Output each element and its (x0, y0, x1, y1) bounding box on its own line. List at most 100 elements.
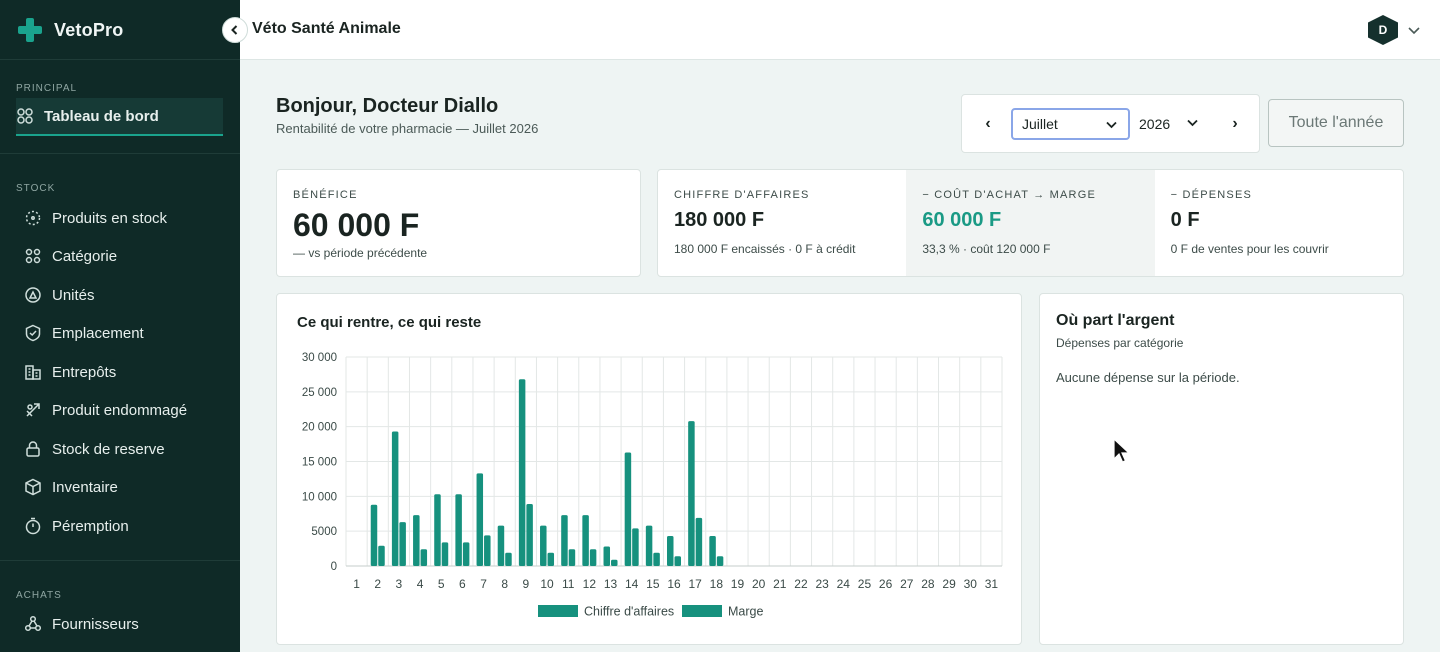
category-icon (24, 247, 42, 265)
sidebar-item-location[interactable]: Emplacement (16, 314, 223, 352)
x-tick-label: 21 (773, 577, 787, 591)
x-tick-label: 29 (942, 577, 956, 591)
x-tick-label: 15 (646, 577, 660, 591)
benefit-card: BÉNÉFICE 60 000 F — vs période précédent… (276, 169, 641, 277)
section-label-principal: PRINCIPAL (16, 83, 78, 94)
sidebar-divider (0, 560, 240, 561)
revenue-label: CHIFFRE D'AFFAIRES (674, 189, 810, 201)
sidebar-item-damaged[interactable]: Produit endommagé (16, 391, 223, 429)
x-tick-label: 23 (815, 577, 829, 591)
margin-bar (462, 542, 470, 566)
warehouse-icon (24, 363, 42, 381)
revenue-kpi: CHIFFRE D'AFFAIRES 180 000 F 180 000 F e… (658, 170, 906, 276)
units-icon (24, 286, 42, 304)
margin-bar (399, 522, 406, 566)
revenue-chart-card: Ce qui rentre, ce qui reste 0 5000 10 000 1… (276, 293, 1022, 645)
next-month-button[interactable]: › (1232, 115, 1238, 132)
full-year-button[interactable]: Toute l'année (1268, 99, 1404, 147)
section-label-stock: STOCK (16, 183, 56, 194)
revenue-bar (688, 421, 695, 566)
x-tick-label: 8 (501, 577, 508, 591)
previous-month-button[interactable]: ‹ (985, 115, 991, 132)
sidebar-item-label: Produit endommagé (52, 401, 188, 419)
spending-subtitle: Dépenses par catégorie (1056, 336, 1184, 350)
revenue-bar (370, 504, 378, 566)
suppliers-icon (24, 615, 42, 633)
y-tick-label: 15 000 (302, 457, 337, 469)
sidebar-item-label: Stock de reserve (52, 440, 165, 458)
x-tick-label: 17 (688, 577, 702, 591)
chart-title: Ce qui rentre, ce qui reste (297, 314, 482, 331)
sidebar-item-products[interactable]: Produits en stock (16, 199, 223, 237)
sidebar-item-reserve[interactable]: Stock de reserve (16, 430, 223, 468)
period-picker: ‹ Juillet 2026 › (961, 94, 1260, 153)
x-tick-label: 6 (459, 577, 466, 591)
expenses-value: 0 F (1170, 209, 1200, 231)
margin-bar (568, 549, 576, 566)
revenue-bar (540, 525, 547, 566)
timer-icon (24, 517, 42, 535)
sidebar-item-category[interactable]: Catégorie (16, 237, 223, 275)
legend-label: Chiffre d'affaires (584, 605, 674, 619)
revenue-bar (455, 494, 462, 566)
sidebar-item-dashboard[interactable]: Tableau de bord (16, 98, 223, 136)
spending-card: Où part l'argent Dépenses par catégorie … (1039, 293, 1404, 645)
avatar[interactable]: D (1368, 15, 1398, 45)
sidebar-item-label: Fournisseurs (52, 615, 139, 633)
margin-label: − COÛT D'ACHAT → MARGE (922, 189, 1096, 201)
page-subtitle: Rentabilité de votre pharmacie — Juillet… (276, 121, 539, 136)
kpi-breakdown-card: CHIFFRE D'AFFAIRES 180 000 F 180 000 F e… (657, 169, 1404, 277)
margin-bar (611, 559, 618, 566)
x-tick-label: 25 (858, 577, 872, 591)
x-tick-label: 31 (985, 577, 999, 591)
margin-note: 33,3 % · coût 120 000 F (922, 242, 1051, 256)
x-tick-label: 18 (710, 577, 724, 591)
sidebar-item-label: Entrepôts (52, 363, 117, 381)
x-tick-label: 19 (731, 577, 745, 591)
chevron-down-icon (1186, 116, 1199, 132)
margin-bar (441, 542, 449, 566)
sidebar-item-label: Tableau de bord (44, 107, 159, 125)
sidebar-item-inventory[interactable]: Inventaire (16, 468, 223, 506)
x-tick-label: 16 (667, 577, 681, 591)
lock-icon (24, 440, 42, 458)
app-logo[interactable]: VetoPro (18, 18, 123, 42)
month-select[interactable]: Juillet (1011, 108, 1130, 140)
mouse-cursor-icon (1113, 438, 1131, 463)
margin-bar (674, 556, 681, 566)
revenue-bar (667, 536, 674, 566)
sidebar-item-warehouses[interactable]: Entrepôts (16, 353, 223, 391)
margin-bar (716, 556, 724, 566)
legend-label: Marge (728, 605, 763, 619)
x-tick-label: 5 (438, 577, 445, 591)
year-select[interactable]: 2026 (1139, 108, 1199, 140)
clinic-name: Véto Santé Animale (252, 20, 401, 37)
x-tick-label: 4 (417, 577, 424, 591)
revenue-bar (476, 473, 484, 566)
expenses-label: − DÉPENSES (1170, 189, 1253, 201)
collapse-sidebar-button[interactable] (222, 17, 248, 43)
revenue-bar (413, 515, 420, 566)
sidebar-item-suppliers[interactable]: Fournisseurs (16, 605, 223, 643)
spending-empty-message: Aucune dépense sur la période. (1056, 370, 1240, 385)
cross-logo-icon (18, 18, 42, 42)
y-tick-label: 20 000 (302, 422, 337, 434)
margin-bar (526, 503, 533, 566)
margin-bar (547, 552, 555, 566)
x-tick-label: 20 (752, 577, 766, 591)
sidebar-item-label: Produits en stock (52, 209, 168, 227)
chevron-down-icon[interactable] (1406, 22, 1422, 38)
legend-swatch (682, 605, 722, 617)
location-icon (24, 324, 42, 342)
sidebar-item-units[interactable]: Unités (16, 276, 223, 314)
topbar: Véto Santé Animale D (240, 0, 1440, 60)
sidebar-item-expiry[interactable]: Péremption (16, 507, 223, 545)
damaged-icon (24, 401, 42, 419)
margin-bar (378, 545, 385, 566)
x-tick-label: 7 (480, 577, 487, 591)
revenue-note: 180 000 F encaissés · 0 F à crédit (674, 242, 856, 256)
year-value: 2026 (1139, 116, 1171, 132)
margin-kpi: − COÛT D'ACHAT → MARGE 60 000 F 33,3 % ·… (906, 170, 1155, 276)
sidebar-divider (0, 153, 240, 154)
page-title: Bonjour, Docteur Diallo (276, 95, 499, 117)
